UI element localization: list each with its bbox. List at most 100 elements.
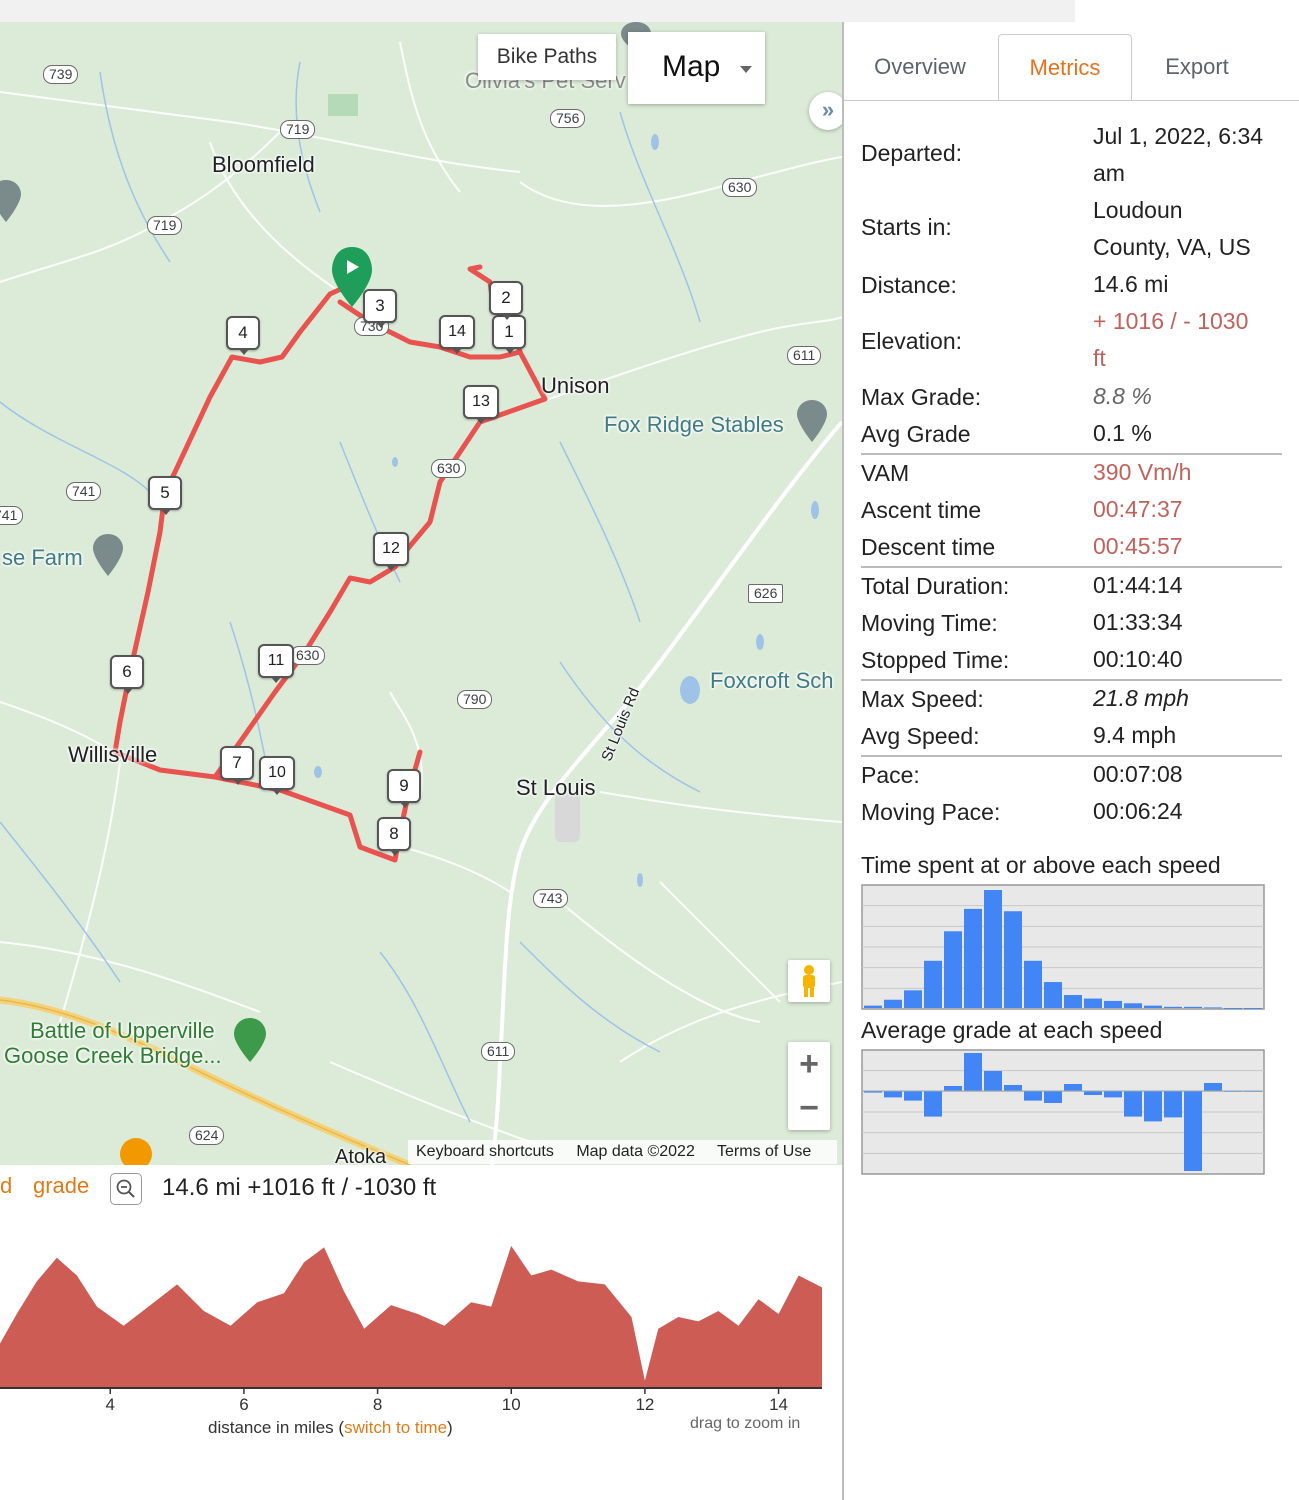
road-shield: 743 [533,889,569,908]
metric-label: Elevation: [861,328,963,354]
place-foxcroft[interactable]: Foxcroft Sch [710,668,834,693]
bar [1044,982,1062,1008]
road-shield: 719 [147,216,183,235]
metric-value: 8.8 % [1093,383,1152,409]
route-marker[interactable]: 6 [110,655,144,694]
zoom-out-button[interactable]: − [799,1089,819,1127]
tab-overview[interactable]: Overview [874,54,966,79]
metric-value: 00:07:08 [1093,761,1183,787]
bar [1124,1003,1142,1008]
place-farm[interactable]: se Farm [2,545,83,570]
elevation-area [0,1245,822,1388]
map-view[interactable]: Bloomfield Unison Fox Ridge Stables Will… [0,22,842,1165]
tab-metrics[interactable]: Metrics [998,34,1132,101]
x-axis-caption-close: ) [447,1418,453,1437]
zoom-control: + − [788,1042,830,1130]
top-strip [0,0,1075,22]
bar [944,1086,962,1091]
bar [1164,1091,1182,1118]
metric-value: 0.1 % [1093,420,1152,446]
bar [1144,1091,1162,1122]
speed-histogram-chart[interactable] [861,884,1267,1012]
elevation-toggle-link[interactable]: d [0,1173,13,1198]
metric-label: Max Speed: [861,686,984,712]
metric-label: Moving Time: [861,610,998,636]
bike-paths-button[interactable]: Bike Paths [478,34,616,80]
map-type-dropdown[interactable]: Map [628,32,765,104]
metric-label: Avg Speed: [861,723,980,749]
tab-export[interactable]: Export [1165,54,1229,79]
metric-value: am [1093,160,1125,186]
route-marker[interactable]: 13 [463,385,499,424]
bar [864,1005,882,1008]
pegman-icon[interactable] [788,960,830,1002]
side-panel: Overview Metrics Export Departed: Jul 1,… [842,22,1299,1500]
route-marker[interactable]: 4 [226,316,260,355]
zoom-in-button[interactable]: + [799,1045,819,1083]
route-marker[interactable]: 8 [377,817,411,856]
road-shield: 624 [189,1126,225,1145]
road-shield: 741 [0,506,24,525]
place-bloomfield[interactable]: Bloomfield [212,152,315,177]
metric-value: 00:47:37 [1093,496,1183,522]
zoom-out-chart-button[interactable] [110,1173,142,1205]
bar [904,990,922,1008]
road-shield: 630 [290,646,326,665]
place-goose-creek[interactable]: Goose Creek Bridge... [4,1043,222,1068]
metric-value: 00:06:24 [1093,798,1183,824]
bar [1024,960,1042,1008]
magnifier-minus-icon [116,1179,135,1198]
terms-of-use-link[interactable]: Terms of Use [717,1143,812,1160]
place-battle-upperville[interactable]: Battle of Upperville [30,1018,215,1043]
drag-zoom-hint: drag to zoom in [690,1415,801,1432]
grade-chart-title: Average grade at each speed [861,1017,1163,1043]
place-st-louis[interactable]: St Louis [516,775,596,800]
road-shield: 790 [457,690,493,709]
x-tick-label: 14 [769,1395,788,1410]
place-unison[interactable]: Unison [541,373,610,398]
bar [1084,1091,1102,1095]
grade-toggle-link[interactable]: grade [33,1173,90,1198]
route-marker[interactable]: 3 [363,289,397,328]
grade-by-speed-chart[interactable] [861,1049,1267,1177]
metric-value: 00:45:57 [1093,533,1183,559]
route-marker[interactable]: 12 [373,532,409,571]
place-fox-ridge-stables[interactable]: Fox Ridge Stables [604,412,784,437]
place-atoka[interactable]: Atoka [335,1146,387,1165]
route-marker[interactable]: 7 [220,746,254,785]
bar [924,960,942,1008]
bar [1124,1091,1142,1117]
route-marker[interactable]: 5 [148,476,182,515]
tab-divider [844,100,1299,101]
route-marker[interactable]: 9 [387,769,421,808]
switch-to-time-link[interactable]: switch to time [344,1418,448,1437]
divider [861,755,1282,757]
elevation-chart[interactable]: 4 6 8 10 12 14 [0,1210,842,1410]
route-marker[interactable]: 1 [492,315,526,354]
collapse-panel-button[interactable]: » [809,92,842,130]
metric-label: Total Duration: [861,573,1010,599]
road-shield: 756 [550,109,586,128]
elevation-summary: 14.6 mi +1016 ft / -1030 ft [162,1174,437,1201]
route-marker[interactable]: 11 [258,644,294,683]
map-data-text: Map data ©2022 [576,1143,695,1160]
route-marker[interactable]: 14 [439,315,475,354]
x-tick-label: 4 [106,1395,115,1410]
keyboard-shortcuts-link[interactable]: Keyboard shortcuts [416,1143,554,1160]
route-marker[interactable]: 10 [259,756,295,795]
bar [984,890,1002,1008]
x-axis-caption: distance in miles (switch to time) [208,1418,453,1438]
map-canvas[interactable] [0,22,842,1165]
metric-value: 01:44:14 [1093,572,1183,598]
metric-value: 390 Vm/h [1093,459,1192,485]
bar [984,1071,1002,1091]
bar [1204,1083,1222,1091]
metric-label: Avg Grade [861,421,971,447]
bar [904,1091,922,1101]
route-marker[interactable]: 2 [489,281,523,320]
metric-label: VAM [861,460,910,486]
metric-value: Loudoun [1093,197,1183,223]
place-willisville[interactable]: Willisville [68,742,158,767]
bar [884,999,902,1008]
chevron-down-icon [740,66,752,73]
